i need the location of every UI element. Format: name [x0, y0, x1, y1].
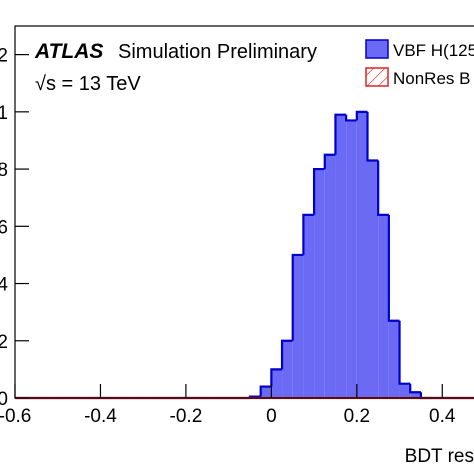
histogram-bar [314, 169, 325, 398]
histogram-edge [398, 320, 411, 385]
x-tick-label: 0 [266, 406, 277, 427]
y-tick-label: 0.06 [0, 217, 8, 238]
atlas-label: ATLAS [34, 40, 103, 63]
histogram-edge [409, 383, 421, 394]
histogram-bar [399, 383, 411, 398]
histogram-edge [280, 339, 293, 370]
histogram-bar [410, 392, 421, 398]
plot-frame [14, 25, 474, 399]
histogram-edge [302, 213, 315, 255]
histogram-bar [367, 160, 379, 398]
annotation: Simulation Preliminary [118, 41, 317, 63]
histogram-edge [366, 111, 379, 162]
x-tick-label: -0.6 [0, 406, 31, 427]
y-tick-label: 0.1 [0, 103, 8, 124]
histogram-bar [324, 154, 336, 398]
y-tick-label: 0.04 [0, 275, 8, 296]
histogram-edge [387, 214, 400, 322]
series [15, 110, 474, 400]
histogram-bar [378, 214, 389, 398]
histogram-edge [312, 167, 325, 215]
y-tick-label: 0.02 [0, 332, 8, 353]
x-axis-label: BDT res [405, 446, 474, 467]
histogram-bar [260, 386, 272, 398]
histogram-edge [377, 160, 389, 216]
histogram-bar [346, 120, 357, 398]
legend-label: VBF H(125 [393, 41, 474, 60]
annotation: √s = 13 TeV [35, 73, 141, 95]
histogram-edge [270, 368, 283, 387]
histogram-bar [388, 320, 400, 398]
x-tick-label: -0.4 [84, 406, 117, 427]
y-tick-label: 0 [0, 389, 8, 410]
x-tick-label: 0.2 [344, 406, 370, 427]
histogram-bar [271, 369, 283, 398]
x-tick-label: 0.4 [429, 406, 456, 427]
histogram-bar [292, 254, 304, 398]
histogram-bar [335, 114, 347, 398]
y-tick-label: 0.08 [0, 160, 8, 181]
legend-swatch [365, 67, 389, 87]
histogram-edge [259, 385, 272, 397]
x-tick-label: -0.2 [170, 406, 203, 427]
histogram-edge [345, 114, 357, 122]
legend-label: NonRes B [393, 69, 470, 88]
y-tick-label: 0.12 [0, 46, 8, 67]
histogram-edge [355, 110, 368, 121]
histogram-bar [303, 214, 315, 398]
legend-swatch [365, 39, 389, 59]
histogram-bar [282, 340, 293, 398]
histogram-bar [356, 111, 368, 398]
histogram-edge [291, 253, 304, 341]
histogram-edge [323, 153, 336, 170]
histogram-edge [334, 113, 347, 155]
